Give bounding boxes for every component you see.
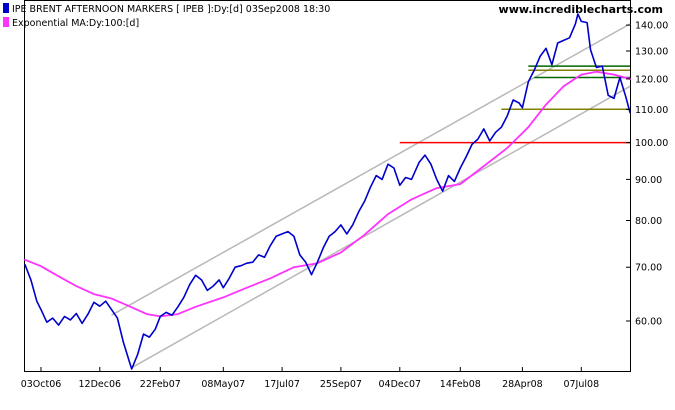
series-lines	[24, 13, 631, 370]
channel-line-2	[131, 85, 631, 369]
x-tick-label-8: 14Feb08	[440, 379, 481, 390]
watermark: www.incrediblecharts.com	[499, 3, 663, 16]
x-tick-label-3: 22Feb07	[140, 379, 181, 390]
legend-swatch-price	[3, 3, 9, 13]
y-tick-label-5: 100.00	[635, 138, 668, 149]
plot-frame	[24, 0, 631, 372]
y-tick-label-8: 130.00	[635, 47, 668, 58]
y-tick-label-1: 60.00	[635, 317, 662, 328]
x-tick-label-7: 04Dec07	[379, 379, 422, 390]
channel-line-1	[111, 23, 631, 316]
x-tick-label-4: 08May07	[201, 379, 245, 390]
support-resistance-lines	[399, 65, 630, 144]
x-tick-label-6: 25Sep07	[320, 379, 362, 390]
x-tick-label-9: 28Apr08	[502, 379, 543, 390]
y-tick-label-9: 140.00	[635, 21, 668, 32]
x-tick-label-5: 17Jul07	[264, 379, 300, 390]
x-tick-label-10: 07Jul08	[563, 379, 599, 390]
y-axis: 60.00 70.00 80.00 90.00 100.00 110.00 120.00 13…	[626, 21, 668, 328]
x-tick-label-2: 12Dec06	[79, 379, 122, 390]
legend-label-price: IPE BRENT AFTERNOON MARKERS [ IPEB ]:Dy:…	[12, 4, 330, 15]
legend: IPE BRENT AFTERNOON MARKERS [ IPEB ]:Dy:…	[3, 3, 330, 29]
y-tick-label-6: 110.00	[635, 105, 668, 116]
y-tick-label-4: 90.00	[635, 175, 662, 186]
y-tick-label-3: 80.00	[635, 216, 662, 227]
x-axis: 03Oct06 12Dec06 22Feb07 08May07 17Jul07 25Sep…	[21, 367, 599, 390]
x-tick-label-1: 03Oct06	[21, 379, 62, 390]
y-tick-label-2: 70.00	[635, 263, 662, 274]
y-tick-label-7: 120.00	[635, 74, 668, 85]
legend-label-ema: Exponential MA:Dy:100:[d]	[12, 18, 139, 29]
trend-channel-lines	[111, 23, 631, 369]
legend-swatch-ema	[3, 17, 9, 27]
price-series-line	[24, 13, 631, 370]
